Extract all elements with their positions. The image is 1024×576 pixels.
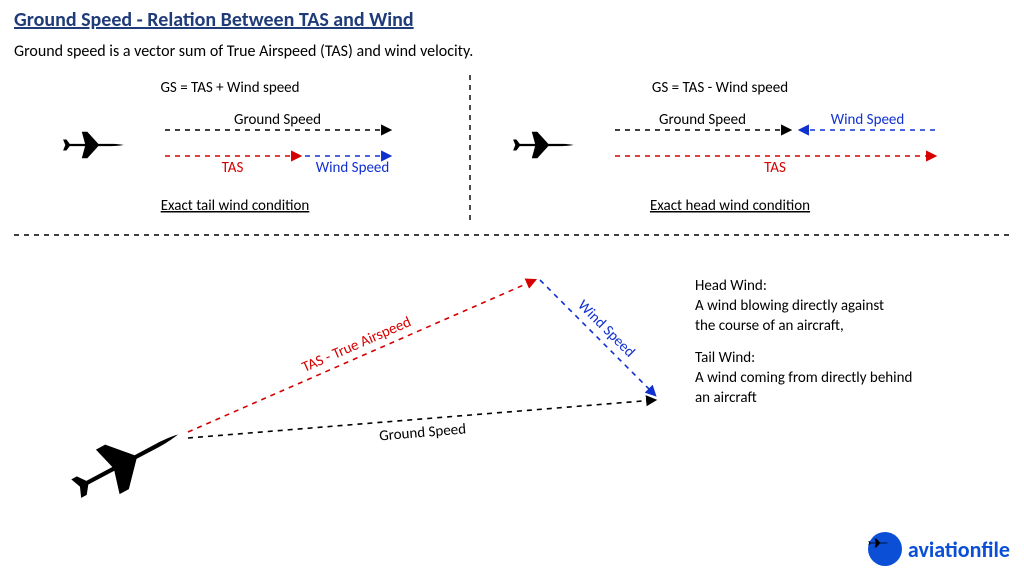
diagram-canvas: GS = TAS + Wind speed Ground Speed TAS Wind… bbox=[0, 0, 1024, 576]
vector-wind-arrow bbox=[540, 280, 655, 395]
headwind-gs-label: Ground Speed bbox=[659, 111, 746, 129]
tailwind-wind-label: Wind Speed bbox=[316, 159, 390, 177]
def-head-title: Head Wind: bbox=[695, 277, 767, 295]
def-head-body-1: A wind blowing directly against bbox=[695, 297, 884, 315]
logo-icon bbox=[868, 532, 902, 566]
tailwind-gs-label: Ground Speed bbox=[234, 111, 321, 129]
vector-plane-icon bbox=[64, 412, 190, 511]
def-tail-body-1: A wind coming from directly behind bbox=[695, 369, 912, 387]
vector-tas-label: TAS - True Airspeed bbox=[299, 313, 413, 376]
vector-wind-label: Wind Speed bbox=[574, 297, 639, 362]
headwind-plane-icon bbox=[513, 132, 574, 158]
tailwind-caption: Exact tail wind condition bbox=[161, 197, 310, 215]
logo-text: aviationfile bbox=[908, 536, 1010, 563]
def-head-body-2: the course of an aircraft, bbox=[695, 317, 844, 335]
headwind-formula: GS = TAS - Wind speed bbox=[652, 79, 788, 97]
vector-gs-label: Ground Speed bbox=[379, 420, 467, 445]
headwind-wind-label: Wind Speed bbox=[831, 111, 905, 129]
headwind-tas-label: TAS bbox=[764, 159, 786, 177]
def-tail-title: Tail Wind: bbox=[695, 349, 755, 367]
tailwind-plane-icon bbox=[63, 132, 124, 158]
def-tail-body-2: an aircraft bbox=[695, 389, 757, 407]
tailwind-formula: GS = TAS + Wind speed bbox=[160, 79, 299, 97]
tailwind-tas-label: TAS bbox=[222, 159, 244, 177]
brand-logo: aviationfile bbox=[868, 532, 1010, 566]
vector-tas-arrow bbox=[188, 280, 535, 432]
headwind-caption: Exact head wind condition bbox=[650, 197, 810, 215]
